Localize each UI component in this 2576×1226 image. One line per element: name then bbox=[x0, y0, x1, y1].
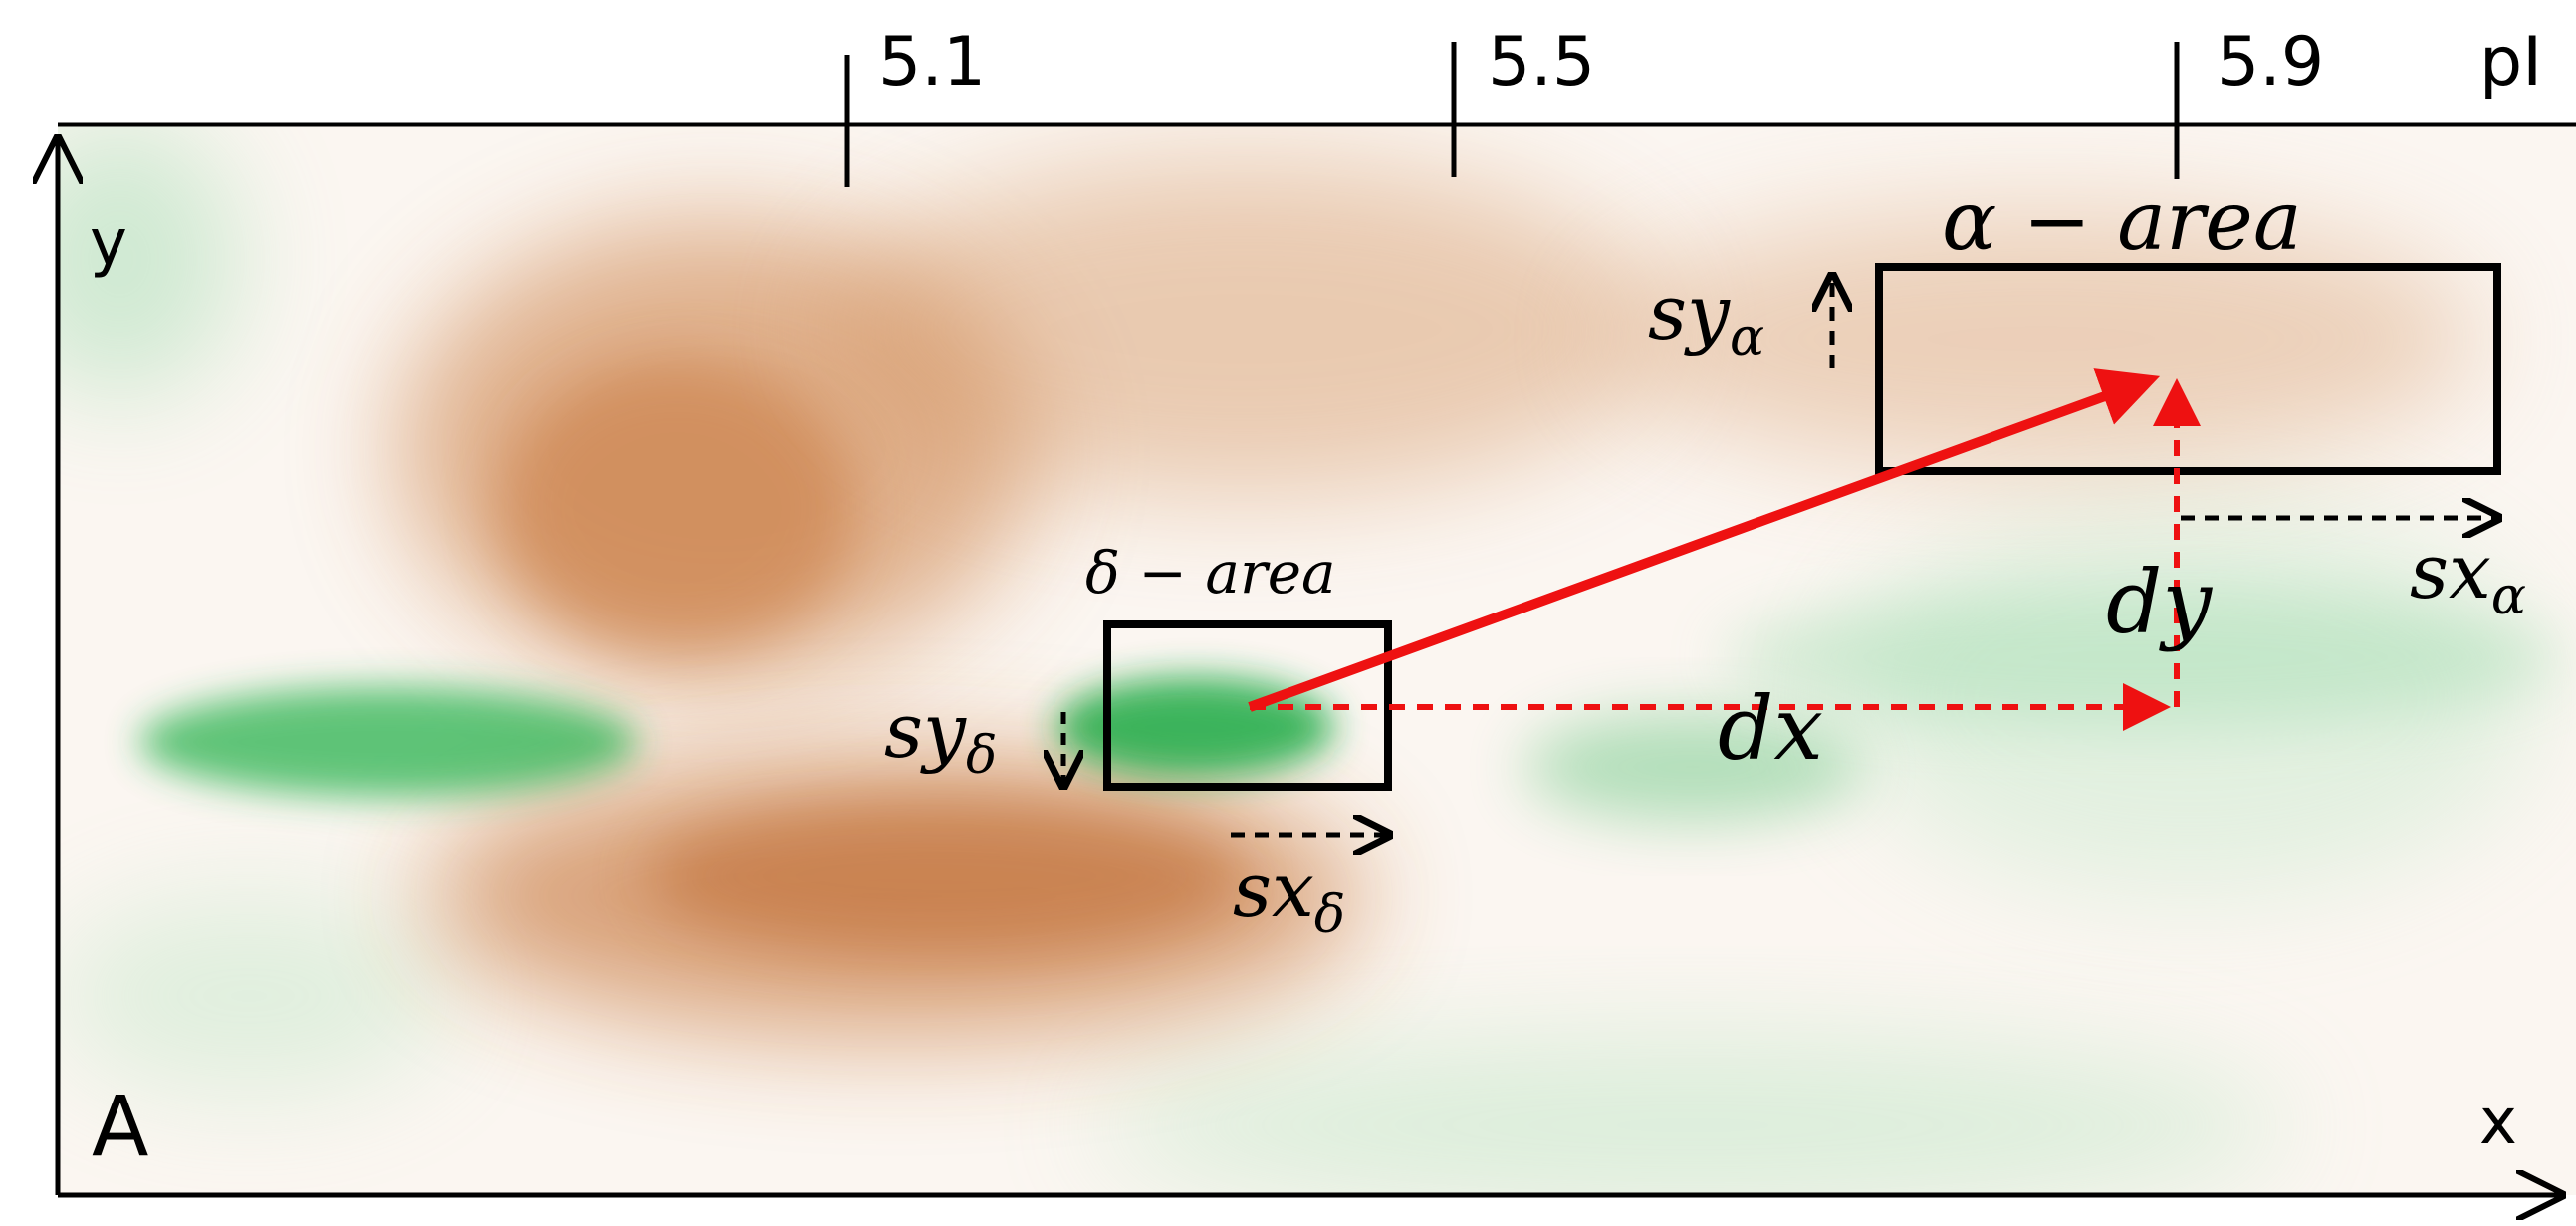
brown-spot-upper-mid bbox=[826, 159, 1663, 498]
gel-image bbox=[58, 124, 2576, 1195]
sy-delta-base: sy bbox=[884, 686, 967, 775]
sx-delta-base: sx bbox=[1233, 846, 1314, 934]
green-haze-bottom-left bbox=[58, 896, 448, 1096]
sx-delta-sub: δ bbox=[1314, 885, 1345, 945]
displacement-vector bbox=[1248, 368, 2161, 712]
green-haze-left bbox=[58, 124, 239, 398]
sy-alpha-sub: α bbox=[1730, 308, 1764, 368]
tick-label-5-1: 5.1 bbox=[878, 23, 986, 102]
green-haze-bottom bbox=[1095, 1036, 2290, 1195]
alpha-area-label: α − area bbox=[1942, 174, 2302, 269]
sx-alpha-label: sxα bbox=[2410, 527, 2526, 626]
sy-alpha-label: syα bbox=[1648, 268, 1764, 368]
top-axis-unit: pI bbox=[2479, 23, 2542, 102]
displacement-vectors: dx dy bbox=[1248, 368, 2213, 780]
sy-delta-sub: δ bbox=[966, 726, 997, 786]
brown-spot-upper-core bbox=[498, 359, 856, 657]
sy-delta-label: syδ bbox=[884, 686, 997, 786]
green-spot-left bbox=[139, 687, 637, 797]
brown-spot-lower-core bbox=[647, 797, 1245, 956]
delta-area-box bbox=[1103, 620, 1392, 791]
tick-label-5-9: 5.9 bbox=[2217, 23, 2324, 102]
green-streak bbox=[1723, 588, 2559, 727]
panel-label: A bbox=[92, 1078, 148, 1175]
green-spot-mid bbox=[1523, 712, 1862, 822]
alpha-area-box bbox=[1875, 263, 2501, 475]
delta-area-label: δ − area bbox=[1085, 539, 1336, 607]
axes bbox=[58, 42, 2576, 1195]
x-axis-label: x bbox=[2479, 1086, 2517, 1159]
sy-alpha-base: sy bbox=[1648, 268, 1731, 357]
sx-alpha-base: sx bbox=[2410, 527, 2491, 615]
dy-label: dy bbox=[2106, 551, 2213, 653]
delta-area: δ − area syδ sxδ bbox=[884, 539, 1388, 945]
sx-alpha-sub: α bbox=[2491, 567, 2526, 626]
alpha-area: α − area syα sxα bbox=[1648, 174, 2526, 626]
tick-label-5-5: 5.5 bbox=[1488, 23, 1595, 102]
axis-labels: 5.1 5.5 5.9 pI y x A bbox=[90, 23, 2542, 1175]
dx-label: dx bbox=[1718, 677, 1823, 780]
y-axis-label: y bbox=[90, 206, 127, 280]
sx-delta-label: sxδ bbox=[1233, 846, 1345, 945]
